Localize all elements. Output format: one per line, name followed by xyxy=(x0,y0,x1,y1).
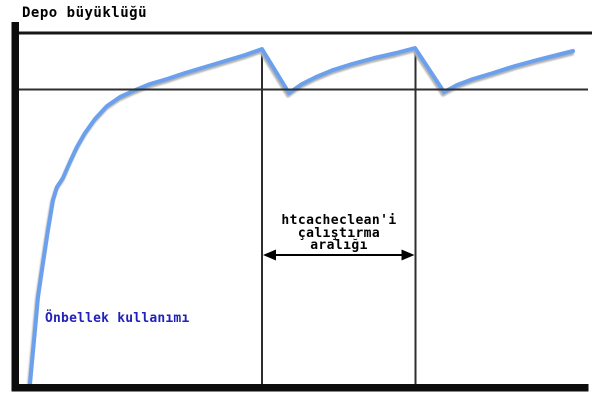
interval-annotation-line-1: htcacheclean'i xyxy=(281,213,397,228)
interval-arrow-head-right xyxy=(401,249,415,261)
y-axis xyxy=(11,22,19,392)
chart-dynamic-layer xyxy=(11,22,592,392)
interval-arrow-head-left xyxy=(263,249,276,261)
interval-annotation-line-3: aralığı xyxy=(310,238,368,253)
interval-annotation: htcacheclean'i çalıştırma aralığı xyxy=(263,213,415,253)
cache-usage-curve xyxy=(28,46,575,386)
x-axis xyxy=(11,384,589,392)
interval-annotation-line-2: çalıştırma xyxy=(297,225,381,241)
y-axis-title: Depo büyüklüğü xyxy=(22,5,148,21)
cache-usage-label: Önbellek kullanımı xyxy=(45,311,190,326)
